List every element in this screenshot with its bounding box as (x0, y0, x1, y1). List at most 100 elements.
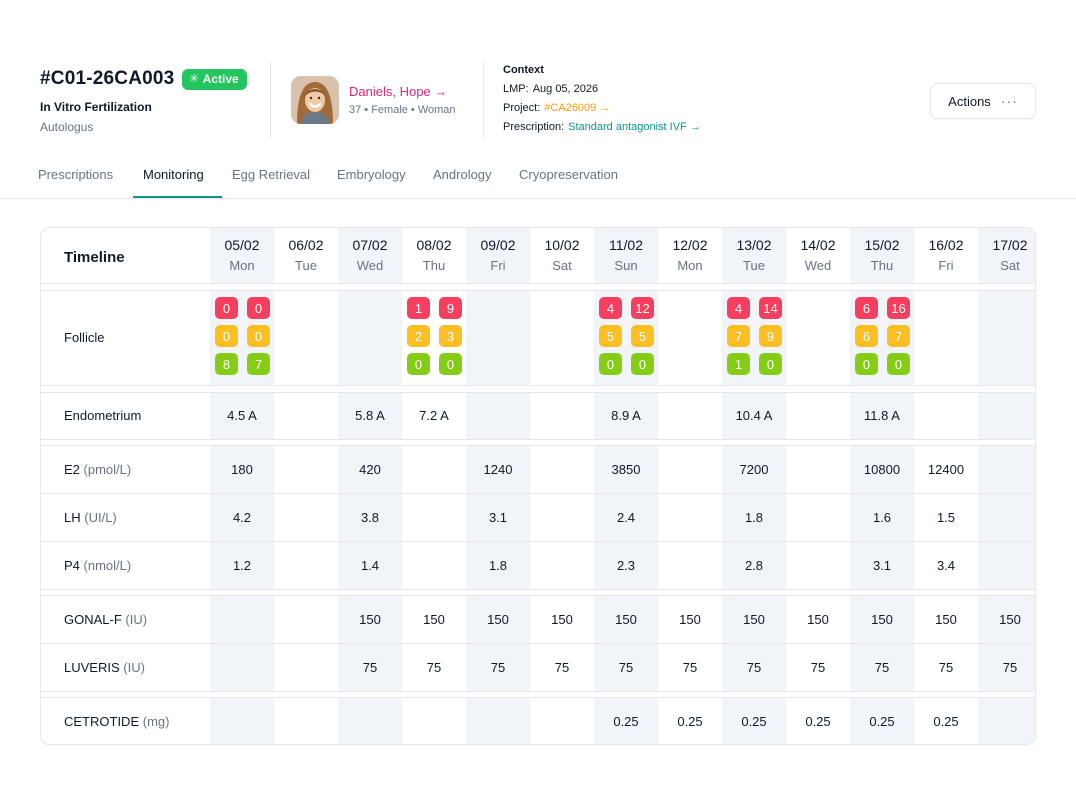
tab-cryopreservation[interactable]: Cryopreservation (519, 167, 618, 182)
cetrotide-cell[interactable]: 0.25 (677, 714, 703, 729)
gonal-cell[interactable]: 150 (935, 612, 957, 627)
row-label-gonal: GONAL-F (IU) (64, 612, 147, 627)
day-header[interactable]: 06/02 Tue (274, 237, 338, 273)
gonal-cell[interactable]: 150 (359, 612, 381, 627)
follicle-cell[interactable]: 6 16 6 7 0 0 (850, 297, 914, 381)
luveris-cell[interactable]: 75 (1002, 660, 1018, 675)
day-header[interactable]: 12/02 Mon (658, 237, 722, 273)
tab-andrology[interactable]: Andrology (433, 167, 492, 182)
luveris-cell[interactable]: 75 (426, 660, 442, 675)
follicle-count-red: 4 (727, 297, 750, 319)
prescription-link[interactable]: Standard antagonist IVF → (568, 121, 701, 133)
lh-cell[interactable]: 1.8 (744, 510, 764, 525)
cetrotide-cell[interactable]: 0.25 (741, 714, 767, 729)
gonal-cell[interactable]: 150 (679, 612, 701, 627)
luveris-cell[interactable]: 75 (554, 660, 570, 675)
day-header[interactable]: 13/02 Tue (722, 237, 786, 273)
e2-cell[interactable]: 420 (359, 462, 381, 477)
gonal-cell[interactable]: 150 (423, 612, 445, 627)
luveris-cell[interactable]: 75 (362, 660, 378, 675)
day-header[interactable]: 07/02 Wed (338, 237, 402, 273)
e2-cell[interactable]: 180 (231, 462, 253, 477)
e2-cell[interactable]: 1240 (483, 462, 513, 477)
e2-cell[interactable]: 7200 (739, 462, 769, 477)
avatar[interactable] (291, 76, 339, 124)
section-divider (41, 385, 1035, 393)
endometrium-cell[interactable]: 4.5 A (227, 408, 257, 423)
header-divider (483, 62, 484, 138)
gonal-cell[interactable]: 150 (615, 612, 637, 627)
case-header: #C01-26CA003 ✳ Active In Vitro Fertiliza… (0, 0, 1076, 150)
gonal-cell[interactable]: 150 (999, 612, 1021, 627)
day-header[interactable]: 05/02 Mon (210, 237, 274, 273)
luveris-cell[interactable]: 75 (810, 660, 826, 675)
day-header[interactable]: 14/02 Wed (786, 237, 850, 273)
follicle-cell[interactable]: 4 14 7 9 1 0 (722, 297, 786, 381)
day-date: 05/02 (224, 237, 260, 253)
luveris-cell[interactable]: 75 (490, 660, 506, 675)
p4-cell[interactable]: 1.4 (360, 558, 380, 573)
p4-cell[interactable]: 3.1 (872, 558, 892, 573)
p4-cell[interactable]: 1.2 (232, 558, 252, 573)
gonal-cell[interactable]: 150 (807, 612, 829, 627)
e2-cell[interactable]: 3850 (611, 462, 641, 477)
lh-cell[interactable]: 3.8 (360, 510, 380, 525)
lh-cell[interactable]: 2.4 (616, 510, 636, 525)
luveris-cell[interactable]: 75 (682, 660, 698, 675)
follicle-count-red: 6 (855, 297, 878, 319)
endometrium-cell[interactable]: 8.9 A (611, 408, 641, 423)
gonal-cell[interactable]: 150 (551, 612, 573, 627)
lh-cell[interactable]: 1.6 (872, 510, 892, 525)
cetrotide-cell[interactable]: 0.25 (933, 714, 959, 729)
day-header[interactable]: 08/02 Thu (402, 237, 466, 273)
project-link[interactable]: #CA26009 → (544, 102, 611, 114)
p4-cell[interactable]: 2.8 (744, 558, 764, 573)
day-header[interactable]: 17/02 Sat (978, 237, 1035, 273)
e2-cell[interactable]: 10800 (863, 462, 901, 477)
tab-egg-retrieval[interactable]: Egg Retrieval (232, 167, 311, 182)
cetrotide-cell[interactable]: 0.25 (869, 714, 895, 729)
follicle-count-green: 1 (727, 353, 750, 375)
row-label-cetrotide-unit: (mg) (142, 714, 170, 729)
tab-monitoring[interactable]: Monitoring (143, 167, 204, 182)
day-header[interactable]: 10/02 Sat (530, 237, 594, 273)
day-header[interactable]: 09/02 Fri (466, 237, 530, 273)
gonal-cell[interactable]: 150 (743, 612, 765, 627)
day-header[interactable]: 16/02 Fri (914, 237, 978, 273)
endometrium-cell[interactable]: 11.8 A (864, 408, 900, 423)
tab-embryology[interactable]: Embryology (337, 167, 406, 182)
endometrium-cell[interactable]: 5.8 A (355, 408, 385, 423)
luveris-cell[interactable]: 75 (938, 660, 954, 675)
endometrium-cell[interactable]: 7.2 A (419, 408, 449, 423)
cetrotide-cell[interactable]: 0.25 (805, 714, 831, 729)
lh-cell[interactable]: 4.2 (232, 510, 252, 525)
follicle-count-green: 0 (407, 353, 430, 375)
patient-name-link[interactable]: Daniels, Hope → (349, 84, 448, 99)
luveris-cell[interactable]: 75 (618, 660, 634, 675)
follicle-count-green: 0 (759, 353, 782, 375)
gonal-cell[interactable]: 150 (871, 612, 893, 627)
cetrotide-cell[interactable]: 0.25 (613, 714, 639, 729)
lh-cell[interactable]: 1.5 (936, 510, 956, 525)
actions-button[interactable]: Actions ··· (930, 83, 1036, 119)
endometrium-cell[interactable]: 10.4 A (735, 408, 773, 423)
day-date: 16/02 (928, 237, 964, 253)
day-date: 09/02 (480, 237, 516, 253)
follicle-count-amber: 9 (759, 325, 782, 347)
luveris-cell[interactable]: 75 (746, 660, 762, 675)
day-date: 17/02 (992, 237, 1028, 253)
luveris-cell[interactable]: 75 (874, 660, 890, 675)
row-divider (41, 643, 1035, 644)
gonal-cell[interactable]: 150 (487, 612, 509, 627)
day-header[interactable]: 11/02 Sun (594, 237, 658, 273)
day-header[interactable]: 15/02 Thu (850, 237, 914, 273)
p4-cell[interactable]: 2.3 (616, 558, 636, 573)
p4-cell[interactable]: 3.4 (936, 558, 956, 573)
tab-prescriptions[interactable]: Prescriptions (38, 167, 114, 182)
follicle-cell[interactable]: 4 12 5 5 0 0 (594, 297, 658, 381)
lh-cell[interactable]: 3.1 (488, 510, 508, 525)
p4-cell[interactable]: 1.8 (488, 558, 508, 573)
e2-cell[interactable]: 12400 (927, 462, 965, 477)
